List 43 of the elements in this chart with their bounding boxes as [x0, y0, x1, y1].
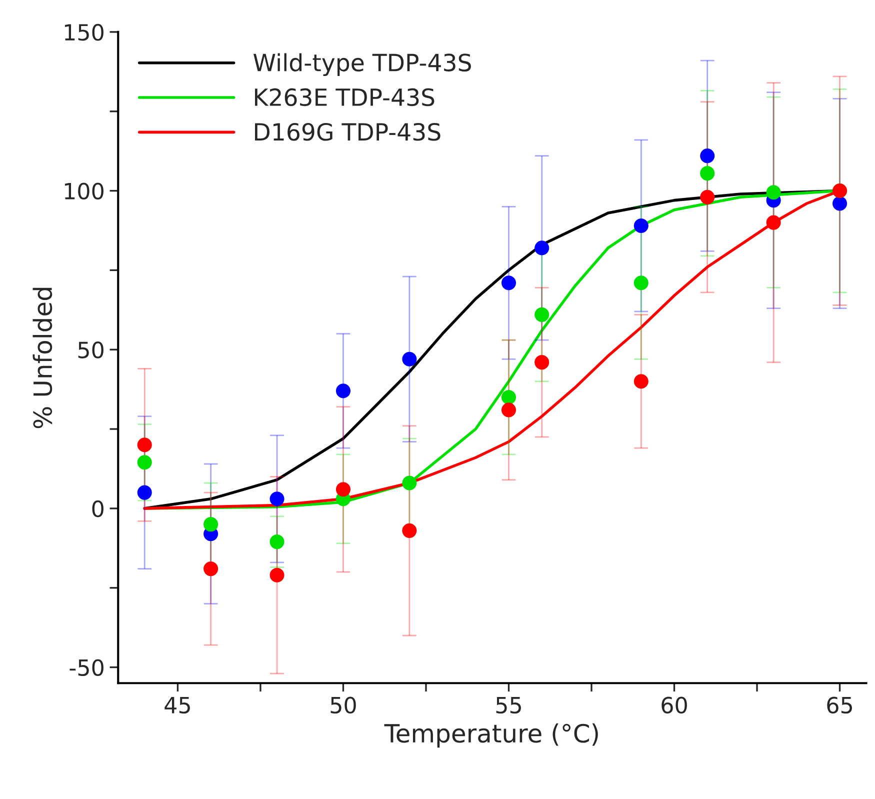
x-tick-label: 65: [827, 696, 852, 714]
point: [402, 352, 417, 366]
y-tick-label: 0: [92, 500, 104, 518]
point: [270, 568, 284, 582]
y-tick-label: 150: [64, 24, 104, 41]
point: [501, 276, 516, 290]
y-tick-label: 50: [78, 342, 104, 358]
point: [270, 534, 284, 550]
point: [270, 492, 284, 506]
x-tick-label: 50: [330, 696, 356, 714]
point: [501, 402, 516, 418]
legend-label: K263E TDP-43S: [255, 88, 434, 106]
x-tick-label: 55: [496, 697, 521, 714]
point: [700, 166, 715, 181]
point: [700, 190, 715, 204]
point: [402, 476, 417, 490]
legend-label: D169G TDP-43S: [255, 122, 440, 141]
legend-label: Wild-type TDP-43S: [253, 53, 471, 76]
point: [634, 374, 648, 389]
point: [766, 215, 781, 230]
x-tick-label: 60: [662, 696, 687, 714]
point: [634, 218, 648, 234]
point: [336, 482, 351, 497]
point: [137, 438, 152, 452]
point: [137, 485, 152, 500]
point: [402, 523, 417, 538]
point: [336, 384, 351, 398]
point: [204, 562, 218, 576]
point: [501, 390, 516, 405]
y-tick-label: 100: [64, 182, 104, 200]
point: [534, 240, 550, 256]
y-axis-title: % Unfolded: [32, 288, 52, 428]
point: [700, 148, 715, 164]
point: [766, 185, 781, 200]
point: [832, 196, 848, 211]
point: [534, 307, 550, 322]
point: [534, 355, 550, 370]
y-tick-label: -50: [70, 659, 104, 676]
point: [137, 455, 152, 470]
x-tick-label: 45: [164, 697, 190, 714]
point: [204, 517, 218, 532]
point: [634, 276, 648, 290]
x-axis-title: Temperature (°C): [384, 723, 598, 748]
